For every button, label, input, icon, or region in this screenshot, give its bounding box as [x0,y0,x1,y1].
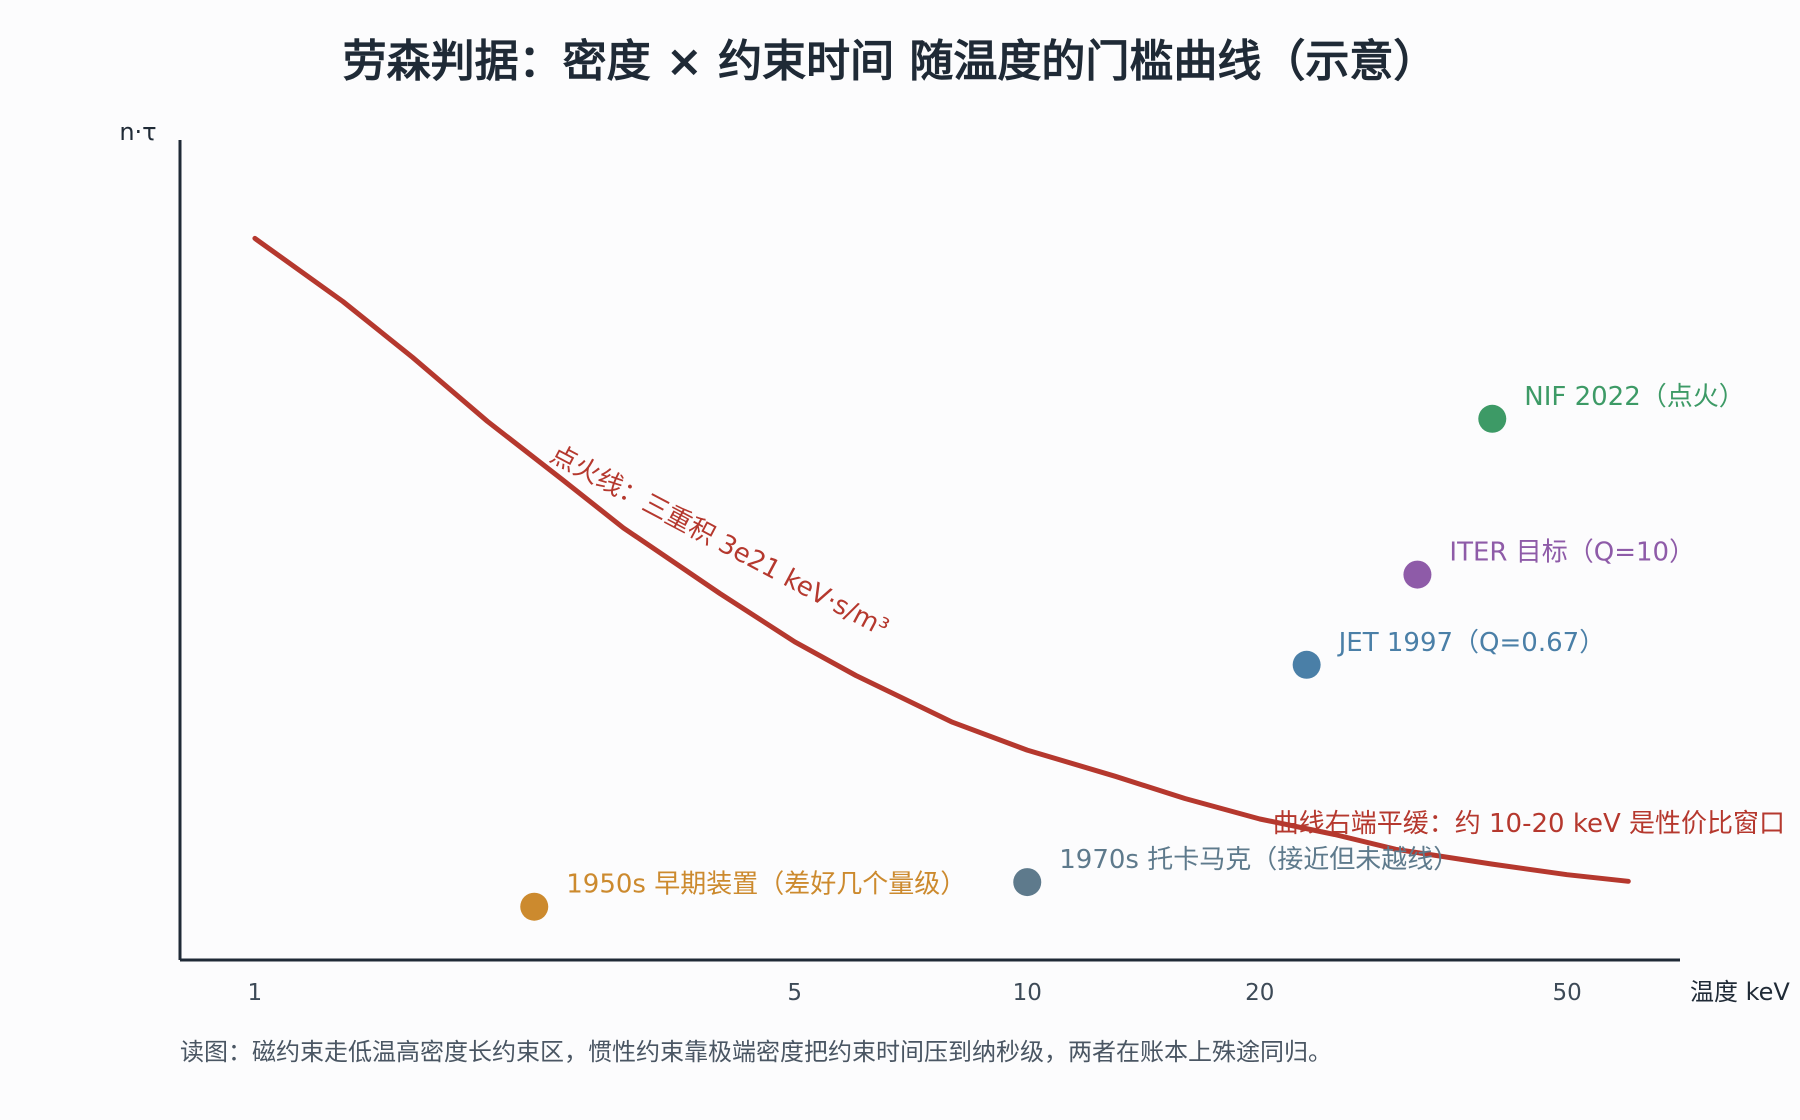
data-point [1478,404,1507,433]
x-tick-label: 50 [1552,980,1581,1006]
point-label: 1950s 早期装置（差好几个量级） [566,870,966,900]
data-point [1292,650,1321,679]
y-axis-label: n·τ [119,118,156,146]
x-tick-label: 5 [787,980,802,1006]
point-label: NIF 2022（点火） [1524,382,1745,412]
x-tick-label: 1 [248,980,263,1006]
curve-label: 点火线：三重积 3e21 keV·s/m³ [545,439,893,643]
plot-area: 1 5 10 20 50 点火线：三重积 3e21 keV·s/m³ 曲线右端平缓：约 10… [178,140,1785,1006]
point-label: ITER 目标（Q=10） [1449,538,1695,568]
ignition-curve [252,235,1631,884]
curve-note: 曲线右端平缓：约 10-20 keV 是性价比窗口 [1273,809,1785,839]
chart-title: 劳森判据：密度 × 约束时间 随温度的门槛曲线（示意） [343,36,1438,87]
point-label: JET 1997（Q=0.67） [1337,628,1606,658]
caption: 读图：磁约束走低温高密度长约束区，惯性约束靠极端密度把约束时间压到纳秒级，两者在… [180,1038,1332,1066]
data-point [1013,868,1042,897]
data-point [520,892,549,921]
x-tick-label: 20 [1245,980,1274,1006]
point-label: 1970s 托卡马克（接近但未越线） [1059,845,1459,875]
x-axis-label: 温度 keV [1690,978,1790,1006]
x-tick-label: 10 [1013,980,1042,1006]
data-point [1403,560,1432,589]
